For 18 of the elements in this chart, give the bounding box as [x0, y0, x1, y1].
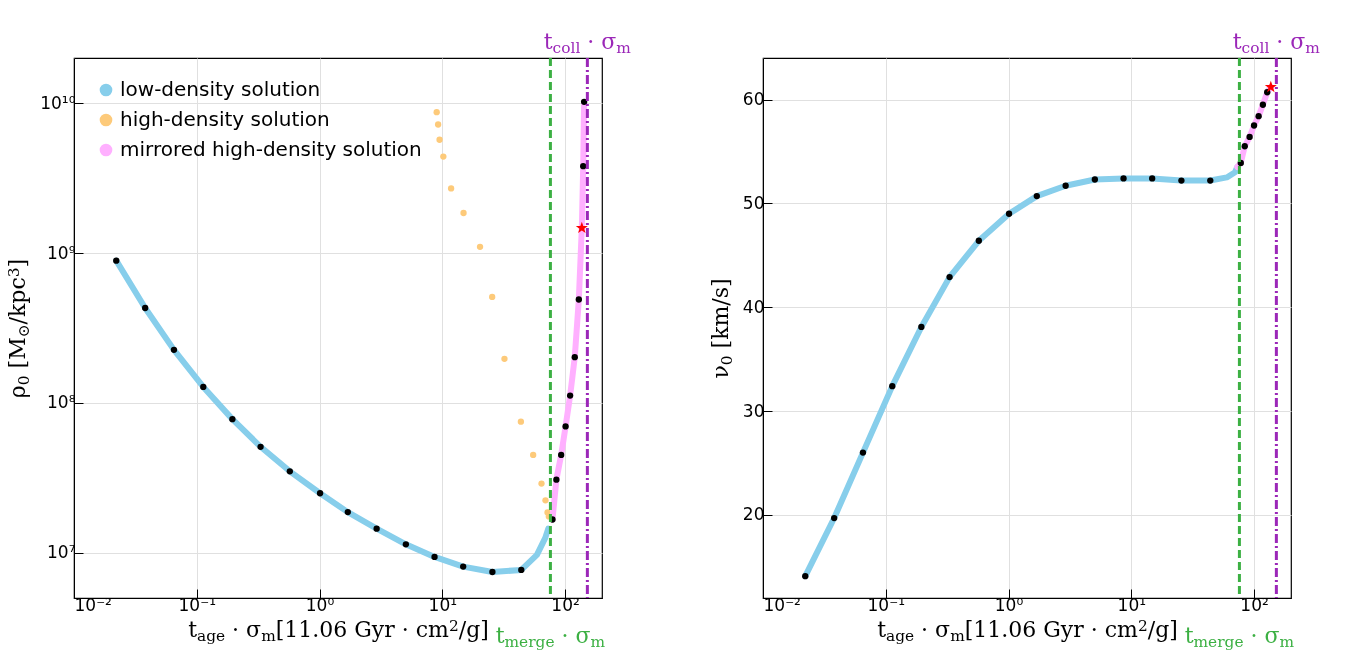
x-axis-title: t$_{age}$ · σ$_{m}$[11.06 Gyr · cm$^{2}$/g] — [877, 616, 1178, 645]
legend-label: low-density solution — [120, 77, 321, 101]
y-tick-label: 30 — [742, 400, 765, 421]
y-tick-label: 50 — [742, 192, 765, 213]
legend-label: high-density solution — [120, 107, 330, 131]
ref-line-label: t$_{merge}$ · σ$_{m}$ — [495, 623, 606, 651]
y-tick-label: 10¹⁰ — [40, 92, 76, 113]
x-axis-title: t$_{age}$ · σ$_{m}$[11.06 Gyr · cm$^{2}$/g] — [188, 616, 489, 645]
ref-line-label: t$_{coll}$ · σ$_{m}$ — [1232, 29, 1321, 57]
legend-label: mirrored high-density solution — [120, 137, 422, 161]
ref-line-label: t$_{coll}$ · σ$_{m}$ — [543, 29, 632, 57]
y-tick-label: 10⁷ — [47, 542, 76, 563]
y-tick-label: 20 — [742, 504, 765, 525]
y-tick-label: 10⁹ — [47, 242, 76, 263]
ref-line-label: t$_{merge}$ · σ$_{m}$ — [1184, 623, 1295, 651]
y-tick-label: 40 — [742, 296, 765, 317]
y-tick-label: 60 — [742, 89, 765, 110]
y-tick-label: 10⁸ — [47, 392, 76, 413]
